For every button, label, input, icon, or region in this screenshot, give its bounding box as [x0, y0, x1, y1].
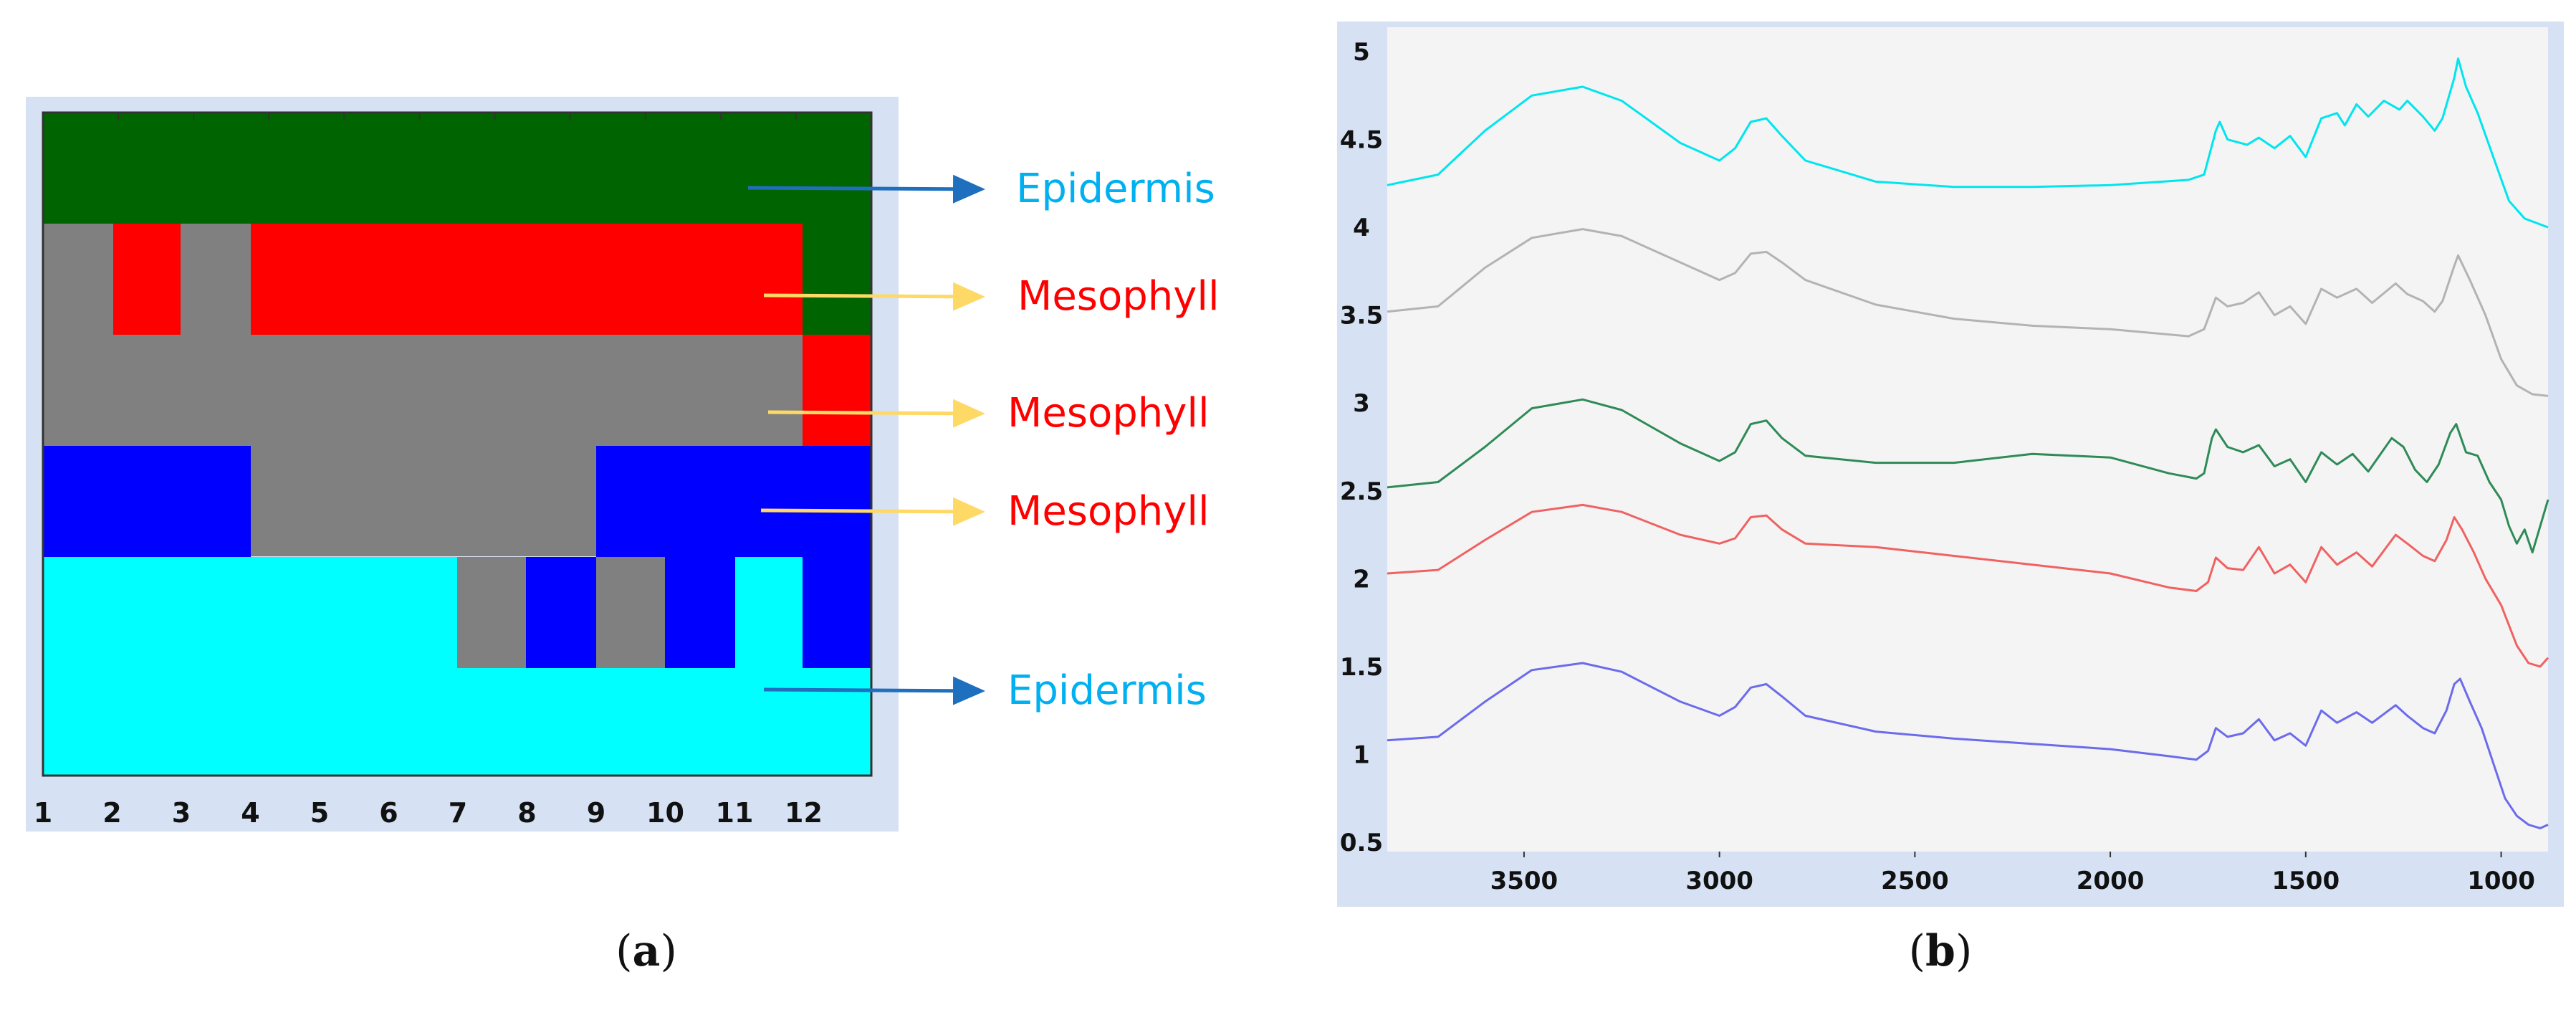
panel-b-y-tick-label: 3.5: [1340, 302, 1383, 330]
annotation-label: Mesophyll: [1007, 488, 1210, 535]
series-line-gray: [1387, 228, 2549, 397]
panel-a-x-tick-label: 12: [785, 797, 823, 829]
panel-a-x-tick-label: 7: [449, 797, 467, 829]
region-epidermis-top: [43, 113, 871, 224]
panel-b-x-tick-label: 2500: [1881, 867, 1949, 895]
panel-b-y-tick-label: 2.5: [1340, 477, 1383, 506]
caption-a: (a): [616, 926, 677, 976]
region-blue-col-8: [526, 557, 596, 668]
series-line-green: [1387, 398, 2549, 554]
panel-a-x-tick-label: 1: [34, 797, 52, 829]
panel-b-y-tick-label: 1.5: [1340, 653, 1383, 682]
panel-a-x-tick-label: 3: [172, 797, 191, 829]
region-red-strip-2: [113, 224, 181, 335]
annotation-arrow: [747, 174, 985, 204]
annotation-label: Mesophyll: [1007, 390, 1210, 437]
panel-b-x-tick-label: 3500: [1490, 867, 1558, 895]
region-blue-col-12: [803, 557, 871, 668]
region-red-band: [251, 224, 803, 335]
annotation-label: Epidermis: [1016, 166, 1215, 212]
region-blue-col-10: [665, 557, 735, 668]
region-gray-col-7: [457, 557, 526, 668]
panel-a-x-tick-label: 6: [379, 797, 398, 829]
panel-b-y-tick-label: 3: [1353, 389, 1370, 418]
series-line-cyan: [1387, 57, 2549, 229]
caption-b: (b): [1909, 926, 1973, 976]
series-line-red: [1387, 503, 2549, 668]
panel-b-y-axis: 5 4.5 4 3.5 3 2.5 2 1.5 1 0.5: [1340, 38, 1383, 857]
panel-b-y-tick-label: 2: [1353, 565, 1370, 594]
panel-a-x-tick-label: 11: [716, 797, 754, 829]
region-gray-col-9: [596, 557, 665, 668]
annotation-label: Epidermis: [1007, 667, 1207, 714]
panel-a-x-tick-label: 10: [646, 797, 684, 829]
panel-b-x-tick-label: 1000: [2467, 867, 2535, 895]
annotation-arrow: [763, 282, 985, 311]
panel-b-y-tick-label: 4: [1353, 214, 1370, 242]
panel-a-x-tick-label: 8: [517, 797, 536, 829]
panel-a-x-tick-label: 5: [310, 797, 329, 829]
panel-b-x-tick-label: 1500: [2271, 867, 2340, 895]
panel-b-y-tick-label: 5: [1353, 38, 1370, 67]
annotation-arrow: [760, 497, 985, 526]
panel-b-y-tick-label: 0.5: [1340, 829, 1383, 857]
panel-a-x-tick-label: 2: [102, 797, 121, 829]
panel-b-x-axis: 3500 3000 2500 2000 1500 1000: [1490, 852, 2535, 895]
panel-b: 5 4.5 4 3.5 3 2.5 2 1.5 1 0.5 3500 3000 2500 2000 150…: [1337, 22, 2564, 976]
annotation-arrow: [767, 399, 985, 428]
panel-a-x-axis: 1 2 3 4 5 6 7 8 9 10 11 12: [34, 113, 872, 829]
panel-a-x-tick-label: 4: [241, 797, 259, 829]
panel-b-x-tick-label: 2000: [2077, 867, 2145, 895]
panel-b-plot-area: [1387, 27, 2548, 852]
panel-a: 1 2 3 4 5 6 7 8 9 10 11 12 EpidermisMesophyllMesoph…: [26, 97, 1220, 976]
panel-b-x-tick-label: 3000: [1685, 867, 1753, 895]
panel-a-frame: [42, 111, 873, 777]
panel-a-cell-map: [43, 113, 871, 776]
panel-b-y-tick-label: 4.5: [1340, 126, 1383, 155]
annotation-label: Mesophyll: [1018, 273, 1220, 320]
panel-a-annotations: Epidermis Mesophyll Mesophyll Mesophyll Epid…: [747, 166, 1220, 714]
panel-b-series: [1387, 57, 2549, 829]
panel-b-y-tick-label: 1: [1353, 740, 1370, 769]
region-blue-right: [596, 446, 871, 557]
panel-a-x-tick-label: 9: [587, 797, 605, 829]
series-line-blue: [1387, 662, 2549, 829]
annotation-arrow: [763, 676, 985, 705]
region-green-edge: [803, 224, 871, 335]
region-red-edge: [803, 335, 871, 446]
region-blue-left: [43, 446, 251, 557]
